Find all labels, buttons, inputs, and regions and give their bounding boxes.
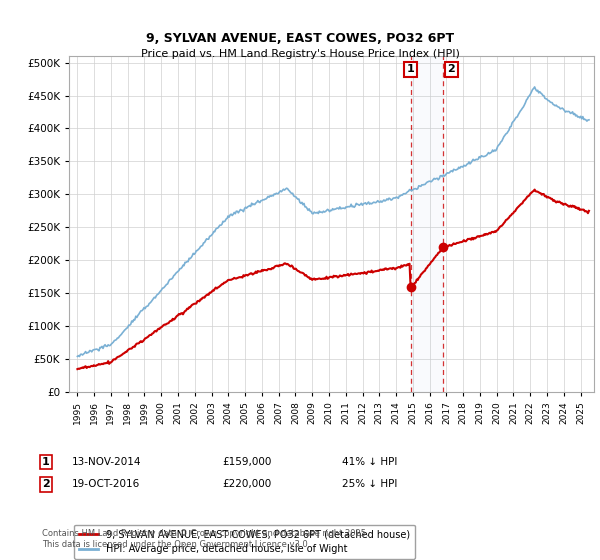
- Text: Price paid vs. HM Land Registry's House Price Index (HPI): Price paid vs. HM Land Registry's House …: [140, 49, 460, 59]
- Text: 41% ↓ HPI: 41% ↓ HPI: [342, 457, 397, 467]
- Legend: 9, SYLVAN AVENUE, EAST COWES, PO32 6PT (detached house), HPI: Average price, det: 9, SYLVAN AVENUE, EAST COWES, PO32 6PT (…: [74, 525, 415, 559]
- Text: 2: 2: [42, 479, 50, 489]
- Text: £159,000: £159,000: [222, 457, 271, 467]
- Text: 13-NOV-2014: 13-NOV-2014: [72, 457, 142, 467]
- Bar: [410, 56, 443, 392]
- Text: 2: 2: [448, 64, 455, 74]
- Text: Contains HM Land Registry data © Crown copyright and database right 2025.
This d: Contains HM Land Registry data © Crown c…: [42, 529, 368, 549]
- Text: £220,000: £220,000: [222, 479, 271, 489]
- Text: 9, SYLVAN AVENUE, EAST COWES, PO32 6PT: 9, SYLVAN AVENUE, EAST COWES, PO32 6PT: [146, 32, 454, 45]
- Text: 1: 1: [42, 457, 50, 467]
- Text: 19-OCT-2016: 19-OCT-2016: [72, 479, 140, 489]
- Text: 25% ↓ HPI: 25% ↓ HPI: [342, 479, 397, 489]
- Text: 1: 1: [407, 64, 415, 74]
